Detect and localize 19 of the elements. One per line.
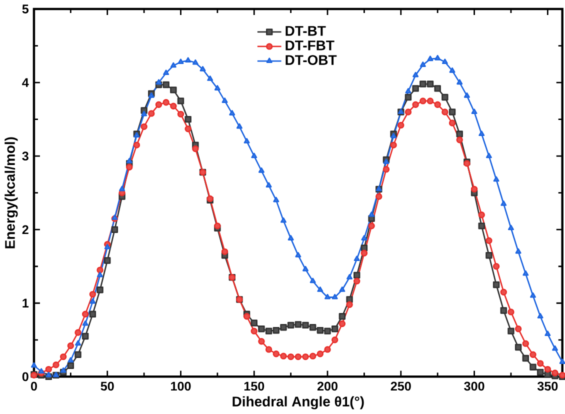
y-axis-title: Energy(kcal/mol) [4, 137, 18, 248]
y-tick-label: 1 [22, 298, 29, 308]
x-tick-label: 0 [30, 382, 37, 391]
y-tick-label: 4 [22, 78, 29, 87]
legend-label: DT-BT [286, 26, 326, 36]
x-tick-label: 200 [317, 382, 338, 391]
x-tick-label: 150 [244, 382, 264, 391]
legend-label: DT-FBT [286, 40, 334, 50]
x-tick-label: 50 [100, 382, 114, 391]
y-tick-label: 2 [22, 225, 28, 234]
y-tick-label: 3 [22, 152, 28, 161]
x-axis-title: Dihedral Angle θ1(°) [232, 396, 364, 410]
legend-label: DT-OBT [286, 55, 337, 66]
x-tick-label: 350 [537, 382, 558, 391]
x-tick-label: 100 [171, 382, 191, 391]
y-tick-label: 5 [22, 4, 29, 14]
x-tick-label: 300 [464, 382, 484, 391]
x-tick-label: 250 [390, 382, 411, 391]
y-tick-label: 0 [22, 372, 28, 382]
